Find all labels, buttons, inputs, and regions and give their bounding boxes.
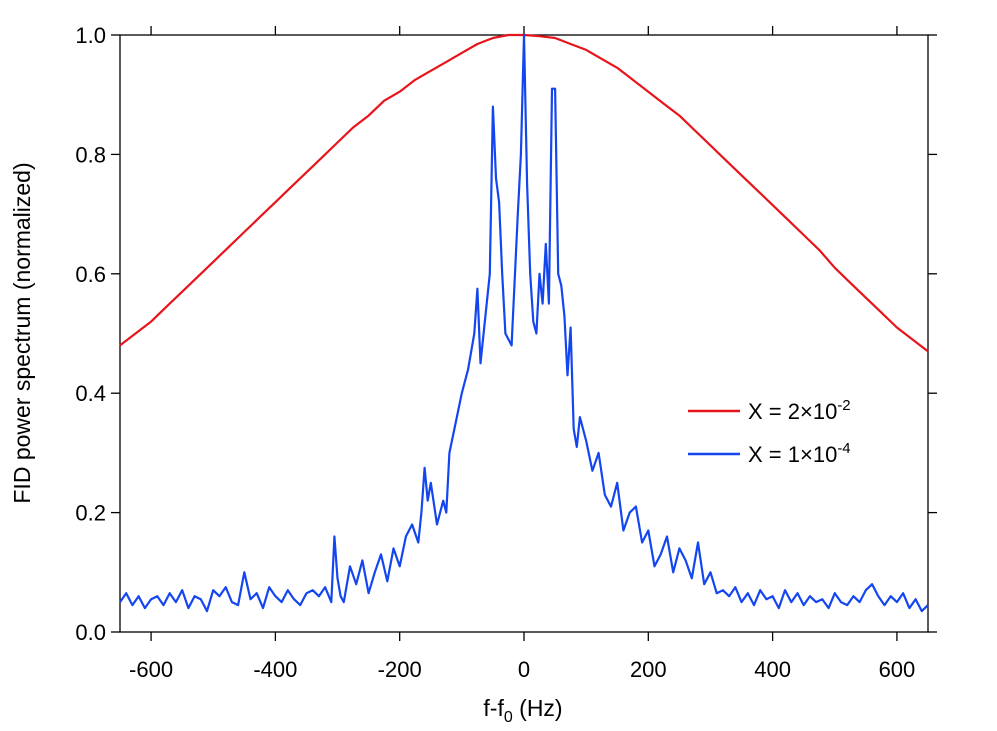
x-tick-label: -600 [129,657,173,682]
x-axis-title-base: f-f [483,695,504,721]
legend-label-series-0-exponent: -2 [837,397,850,414]
y-axis-title: FID power spectrum (normalized) [9,162,35,503]
x-axis: -600 -400 -200 0 200 400 600 [129,26,915,682]
y-tick-label: 1.0 [75,23,106,48]
legend-label-series-1-base: X = 1×10 [748,442,837,467]
y-axis: 0.0 0.2 0.4 0.6 0.8 1.0 [75,23,937,645]
x-tick-label: -400 [253,657,297,682]
legend-label-series-1: X = 1×10-4 [748,440,851,467]
plot-frame [119,34,929,633]
x-tick-label: -200 [378,657,422,682]
legend-label-series-0-base: X = 2×10 [748,399,837,424]
y-tick-label: 0.4 [75,381,106,406]
series-line-1 [119,33,929,613]
y-tick-label: 0.6 [75,262,106,287]
x-axis-title-subscript: 0 [504,709,513,726]
legend: X = 2×10-2 X = 1×10-4 [688,397,851,467]
x-axis-title-suffix: (Hz) [513,695,563,721]
y-tick-label: 0.8 [75,142,106,167]
x-tick-label: 0 [518,657,530,682]
x-tick-label: 400 [754,657,791,682]
x-axis-title: f-f0 (Hz) [483,695,562,726]
x-tick-label: 200 [630,657,667,682]
y-tick-label: 0.0 [75,620,106,645]
y-tick-label: 0.2 [75,501,106,526]
series-layer [119,33,929,613]
x-tick-label: 600 [879,657,916,682]
legend-label-series-0: X = 2×10-2 [748,397,851,424]
legend-label-series-1-exponent: -4 [837,440,850,457]
